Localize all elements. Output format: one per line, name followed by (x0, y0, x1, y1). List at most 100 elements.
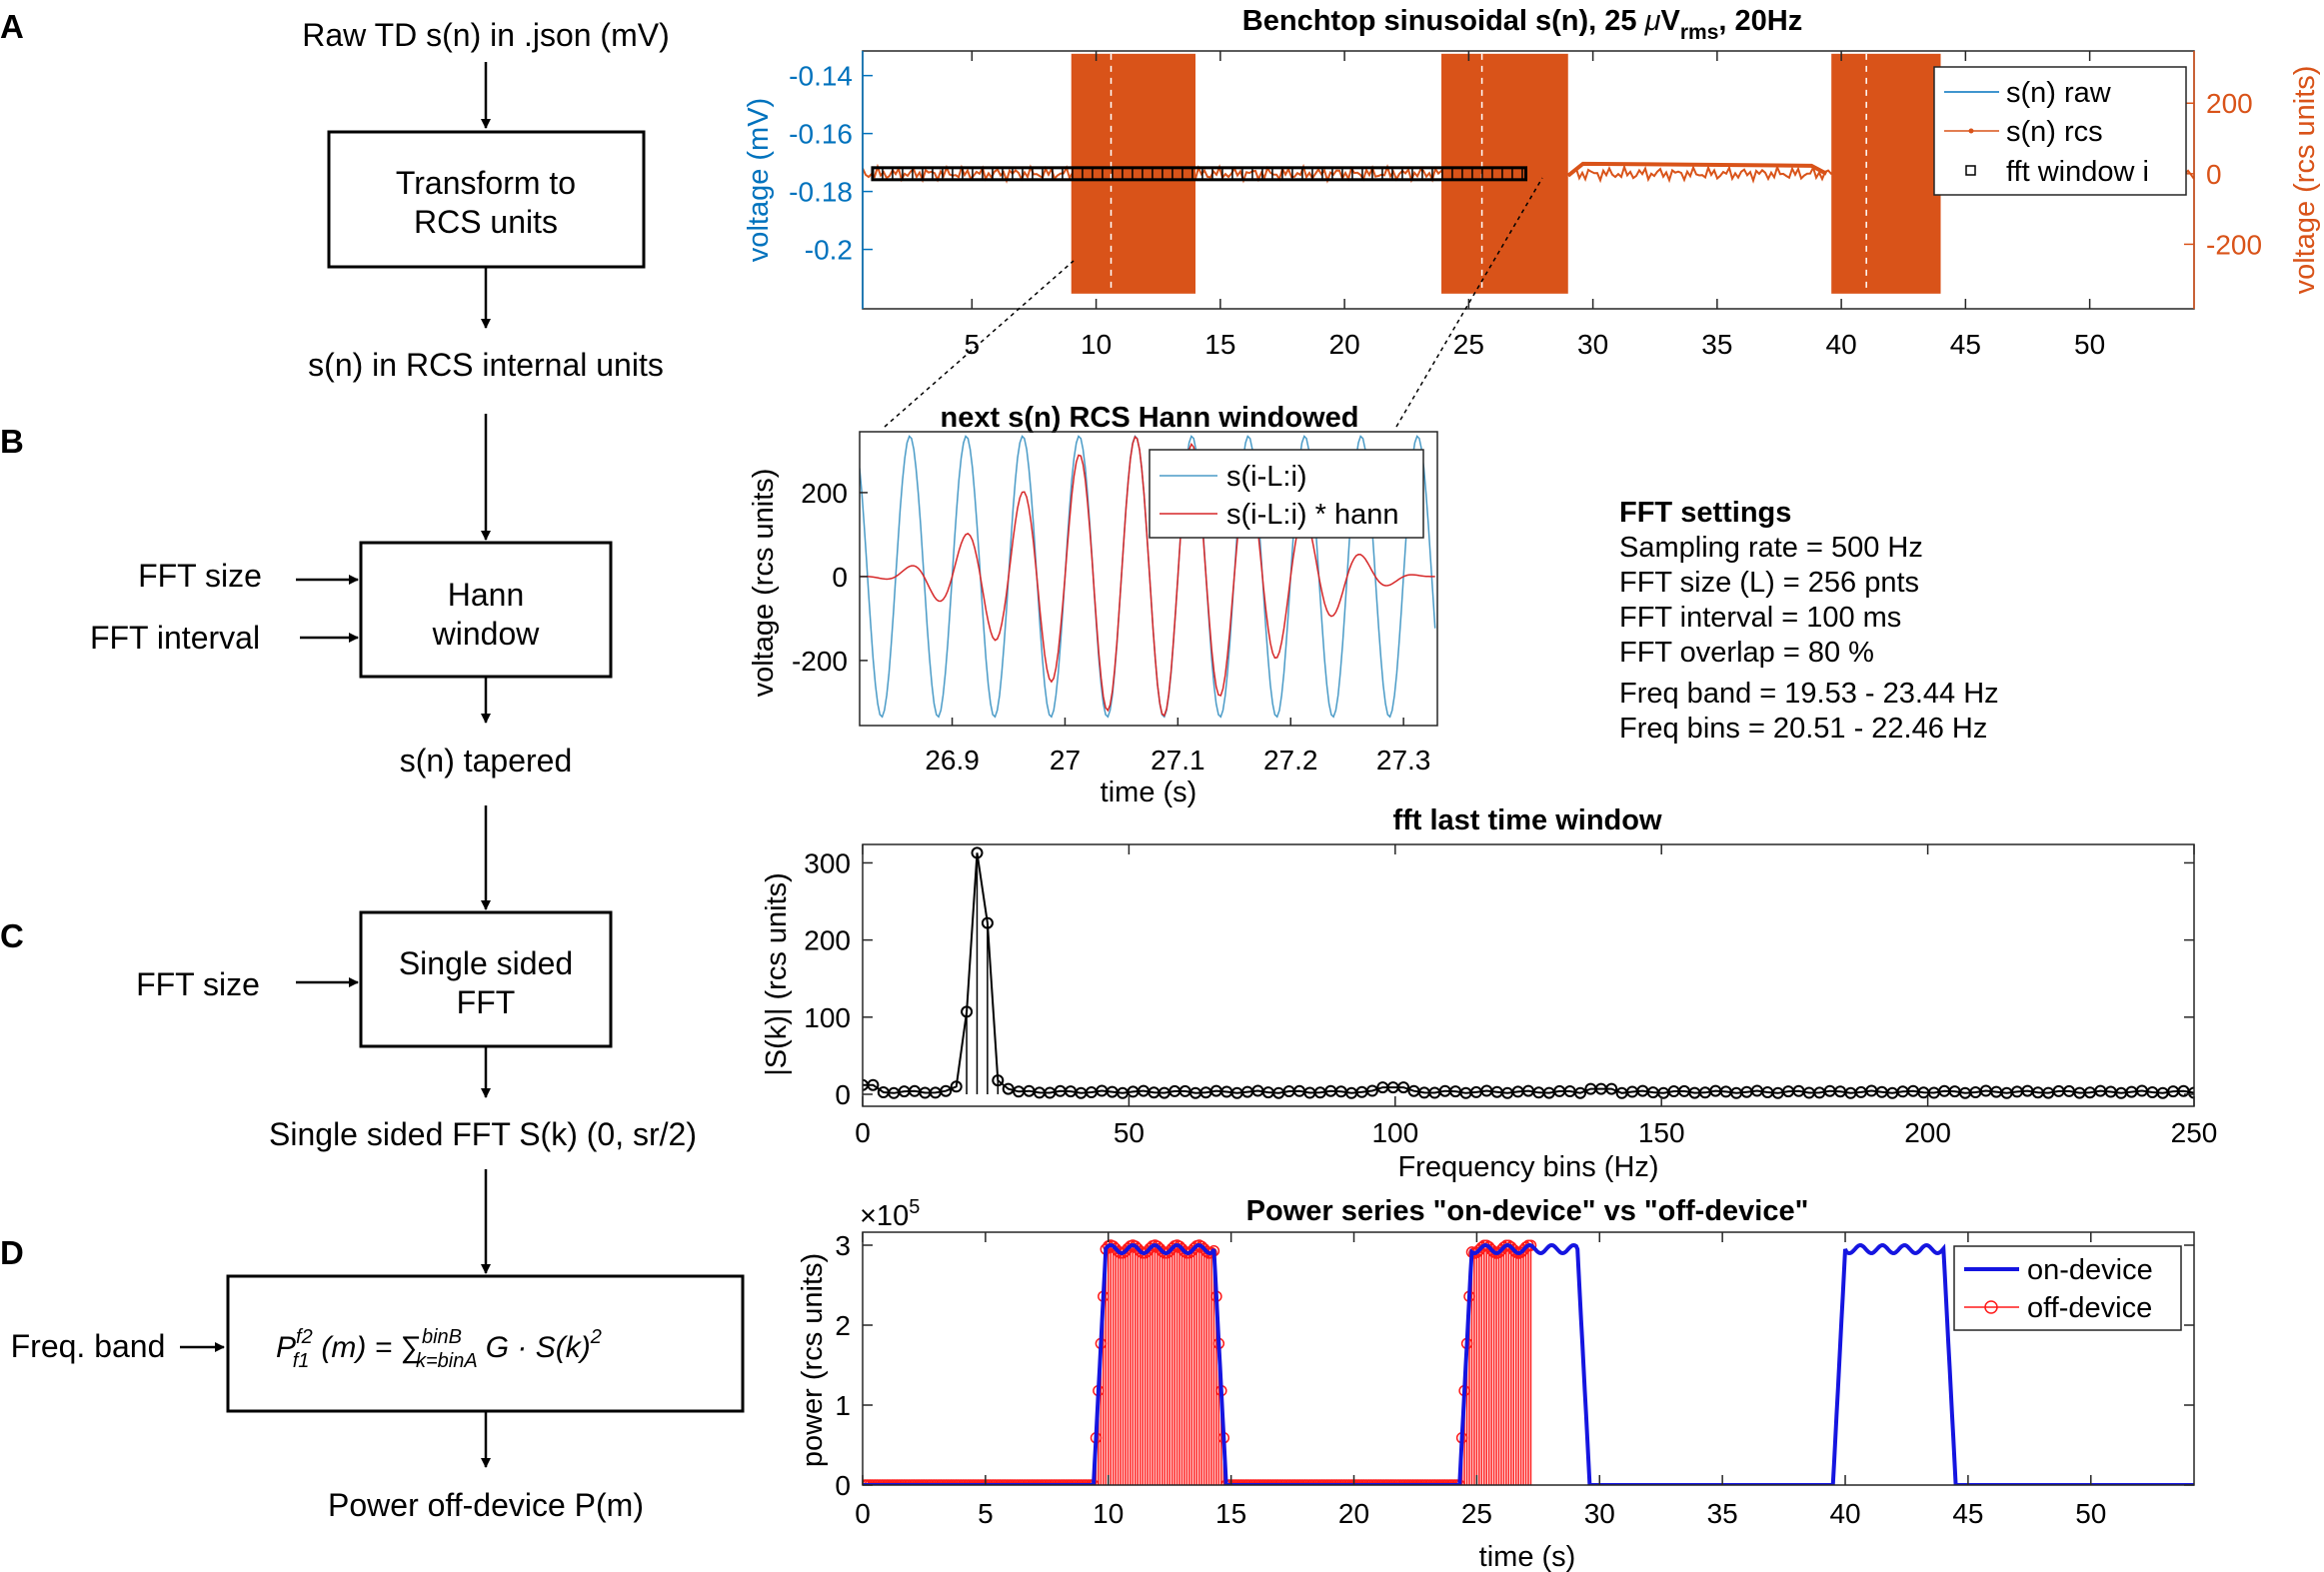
chart-a-title-v: V (1661, 5, 1681, 37)
chart-d-y-tick-label: 3 (835, 1230, 851, 1261)
chart-d-x-ticks: 0 5 10 15 20 25 30 35 40 45 50 (855, 1232, 2106, 1529)
chart-d-x-tick-label: 40 (1829, 1498, 1860, 1529)
formula-p: P (276, 1331, 296, 1364)
fft-settings-line-6: Freq bins = 20.51 - 22.46 Hz (1619, 713, 1987, 745)
on-device-line (863, 1242, 2194, 1485)
fft-output-label: Single sided FFT S(k) (0, sr/2) (269, 1116, 697, 1152)
zoom-connector-right (1395, 177, 1543, 428)
chart-c-x-tick-label: 100 (1371, 1117, 1418, 1148)
chart-c-frame (862, 843, 2195, 1107)
chart-b-xlabel: time (s) (1101, 777, 1197, 808)
chart-c-x-tick-label: 0 (855, 1117, 871, 1148)
fft-magnitude-line (863, 852, 2194, 1094)
chart-a-x-tick-label: 35 (1701, 329, 1732, 360)
chart-d-xlabel: time (s) (1479, 1541, 1576, 1572)
chart-a-right-tick-label: 200 (2206, 88, 2253, 119)
chart-b-legend: s(i-L:i) s(i-L:i) * hann (1149, 449, 1424, 539)
power-output-label: Power off-device P(m) (328, 1487, 644, 1523)
chart-c-y-tick-label: 0 (835, 1079, 851, 1110)
chart-b-y-tick-label: 0 (832, 562, 848, 593)
fft-interval-input-label: FFT interval (90, 620, 260, 656)
chart-d-y-tick-label: 1 (835, 1390, 851, 1421)
panel-letters: A B C D (0, 8, 24, 1271)
chart-c-y-ticks: 0 100 200 300 (804, 847, 2194, 1110)
chart-a-title-pre: Benchtop sinusoidal s(n), 25 (1242, 5, 1645, 37)
legend-fft-window-label: fft window i (2006, 156, 2149, 188)
fft-settings-line-4: FFT overlap = 80 % (1619, 637, 1874, 669)
fft-size-input-label-c: FFT size (136, 966, 260, 1002)
transform-box-line-2: RCS units (414, 204, 558, 240)
chart-d-y-tick-label: 0 (835, 1470, 851, 1501)
fft-settings-line-1: Sampling rate = 500 Hz (1619, 532, 1923, 564)
legend-on-label: on-device (2027, 1254, 2153, 1286)
chart-d-x-tick-label: 35 (1707, 1498, 1738, 1529)
chart-d-x-tick-label: 30 (1584, 1498, 1615, 1529)
chart-a-ylabel-right: voltage (rcs units) (2289, 66, 2321, 295)
chart-a-x-tick-label: 15 (1204, 329, 1235, 360)
chart-b-frame (859, 431, 1438, 727)
formula-sum-sup: binB (422, 1326, 462, 1348)
chart-d-data (863, 1239, 2194, 1485)
chart-a-left-tick-label: -0.14 (789, 61, 853, 92)
chart-c-data (863, 846, 2194, 1099)
chart-b-y-tick-label: 200 (801, 478, 848, 509)
formula-sup: f2 (296, 1326, 313, 1348)
chart-d-y-tick-label: 2 (835, 1310, 851, 1341)
fft-bin-point (940, 1084, 953, 1097)
chart-a-legend: s(n) raw s(n) rcs fft window i (1933, 66, 2187, 196)
chart-b-x-tick-label: 27.3 (1376, 745, 1431, 776)
chart-a: Benchtop sinusoidal s(n), 25 μVrms, 20Hz… (743, 5, 2321, 428)
chart-a-data (863, 53, 2194, 294)
formula-sub: f1 (293, 1350, 310, 1372)
chart-c-x-tick-label: 50 (1114, 1117, 1145, 1148)
chart-b-x-tick-label: 27.1 (1151, 745, 1205, 776)
chart-a-x-tick-label: 40 (1826, 329, 1857, 360)
chart-d-plot (863, 1239, 2194, 1485)
chart-c-title: fft last time window (1392, 804, 1662, 836)
formula-arg: (m) = (321, 1331, 400, 1364)
flow-diagram: Raw TD s(n) in .json (mV) Transform to R… (11, 17, 745, 1523)
fft-settings-title: FFT settings (1619, 497, 1791, 529)
chart-b-ylabel: voltage (rcs units) (748, 469, 780, 698)
chart-c-plot (863, 846, 2194, 1099)
chart-a-x-tick-label: 25 (1453, 329, 1484, 360)
chart-b-data (860, 435, 1436, 719)
transform-box-line-1: Transform to (396, 165, 576, 201)
series-hann-window (860, 435, 1435, 718)
chart-d-x-tick-label: 20 (1338, 1498, 1369, 1529)
chart-d-frame (862, 1231, 2195, 1486)
formula-exp: 2 (590, 1326, 602, 1348)
chart-b: next s(n) RCS Hann windowed 26.9 27 27.1 27… (748, 402, 1438, 808)
chart-c-xlabel: Frequency bins (Hz) (1397, 1151, 1658, 1183)
freq-band-input-label: Freq. band (11, 1328, 166, 1364)
chart-b-x-tick-label: 27 (1050, 745, 1081, 776)
panel-letter-d: D (0, 1234, 24, 1271)
legend-rcs-label: s(n) rcs (2006, 116, 2103, 148)
power-formula: Pf2 f1 (m) = ∑binB k=binA G · S(k)2 (276, 1326, 602, 1372)
fft-settings-line-2: FFT size (L) = 256 pnts (1619, 567, 1919, 599)
fft-box-line-2: FFT (457, 984, 516, 1020)
chart-a-left-tick-label: -0.16 (789, 119, 853, 150)
fft-bin-point (961, 1005, 974, 1018)
fft-bin-point (1574, 1086, 1586, 1099)
formula-sum-sub: k=binA (416, 1350, 478, 1372)
chart-c-x-ticks: 0 50 100 150 200 250 (855, 844, 2217, 1148)
chart-c-x-tick-label: 150 (1638, 1117, 1685, 1148)
chart-a-left-tick-label: -0.18 (789, 177, 853, 208)
hann-box-line-1: Hann (448, 577, 525, 613)
tapered-label: s(n) tapered (400, 743, 573, 779)
chart-c-x-tick-label: 250 (2171, 1117, 2218, 1148)
legend-rcs-marker (1968, 128, 1974, 134)
panel-letter-b: B (0, 423, 24, 460)
legend-off-marker (1984, 1300, 1998, 1314)
chart-d-y-ticks: 0 1 2 3 (835, 1230, 2194, 1501)
chart-a-title-mu: μ (1644, 5, 1661, 37)
chart-a-plot (863, 53, 2194, 294)
chart-c-x-tick-label: 200 (1904, 1117, 1951, 1148)
fft-bin-point (981, 916, 994, 929)
chart-a-x-tick-label: 45 (1950, 329, 1981, 360)
fft-bin-point (1397, 1081, 1410, 1094)
chart-b-x-tick-label: 26.9 (925, 745, 980, 776)
rcs-burst-2 (1441, 53, 1568, 294)
